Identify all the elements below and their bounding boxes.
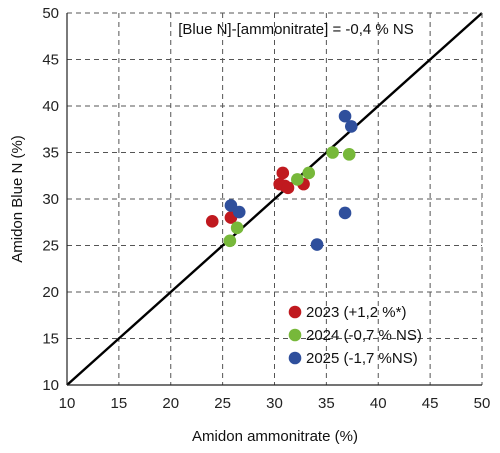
- legend-label-1: 2023 (+1,2 %*): [306, 304, 406, 321]
- y-tick-label: 25: [42, 238, 59, 255]
- y-tick-label: 10: [42, 377, 59, 394]
- legend-label-3: 2025 (-1,7 %NS): [306, 350, 418, 367]
- point-series-1-1: [205, 215, 219, 228]
- x-tick-label: 45: [422, 395, 439, 412]
- difference-annotation: [Blue N]-[ammonitrate] = -0,4 % NS: [178, 21, 414, 38]
- x-tick-label: 50: [474, 395, 491, 412]
- identity-line-group: [66, 12, 483, 386]
- y-axis-label: Amidon Blue N (%): [9, 135, 26, 263]
- point-series-2-4: [302, 166, 316, 180]
- identity-line: [66, 12, 483, 386]
- legend-label-2: 2024 (-0,7 % NS): [306, 327, 422, 344]
- x-axis-label: Amidon ammonitrate (%): [192, 428, 358, 445]
- y-tick-label: 30: [42, 191, 59, 208]
- y-tick-label: 45: [42, 52, 59, 69]
- point-series-2-3: [291, 173, 304, 186]
- point-series-2-6: [342, 148, 356, 161]
- point-series-3-6: [344, 120, 358, 133]
- point-series-3-5: [338, 109, 352, 123]
- x-tick-label: 35: [318, 395, 335, 412]
- legend-marker-3: [288, 351, 302, 365]
- x-tick-label: 10: [59, 395, 76, 412]
- y-tick-label: 20: [42, 284, 59, 301]
- legend-marker-1: [288, 305, 302, 319]
- x-tick-label: 40: [370, 395, 387, 412]
- point-series-3-3: [310, 238, 324, 251]
- plot-frame: [66, 12, 483, 386]
- y-tick-label: 40: [42, 98, 59, 115]
- x-tick-label: 15: [111, 395, 128, 412]
- point-series-2-2: [230, 221, 244, 235]
- y-tick-label: 15: [42, 331, 59, 348]
- y-tick-label: 35: [42, 145, 59, 162]
- point-series-3-4: [338, 206, 352, 220]
- point-series-2-1: [223, 234, 237, 248]
- point-series-3-2: [232, 205, 246, 219]
- legend-marker-2: [288, 328, 302, 342]
- point-series-2-5: [326, 146, 339, 159]
- x-tick-label: 20: [162, 395, 179, 412]
- x-tick-label: 30: [266, 395, 283, 412]
- tick-labels: 10 15 20 25 30 35 40 45 50 10 15 20 25 30 35 40 45 50: [42, 5, 490, 412]
- y-tick-label: 50: [42, 5, 59, 22]
- point-series-1-4: [276, 166, 290, 180]
- data-points: [205, 109, 358, 251]
- x-tick-label: 25: [214, 395, 231, 412]
- point-series-1-6: [281, 181, 295, 195]
- legend: 2023 (+1,2 %*) 2024 (-0,7 % NS) 2025 (-1,7…: [288, 304, 422, 367]
